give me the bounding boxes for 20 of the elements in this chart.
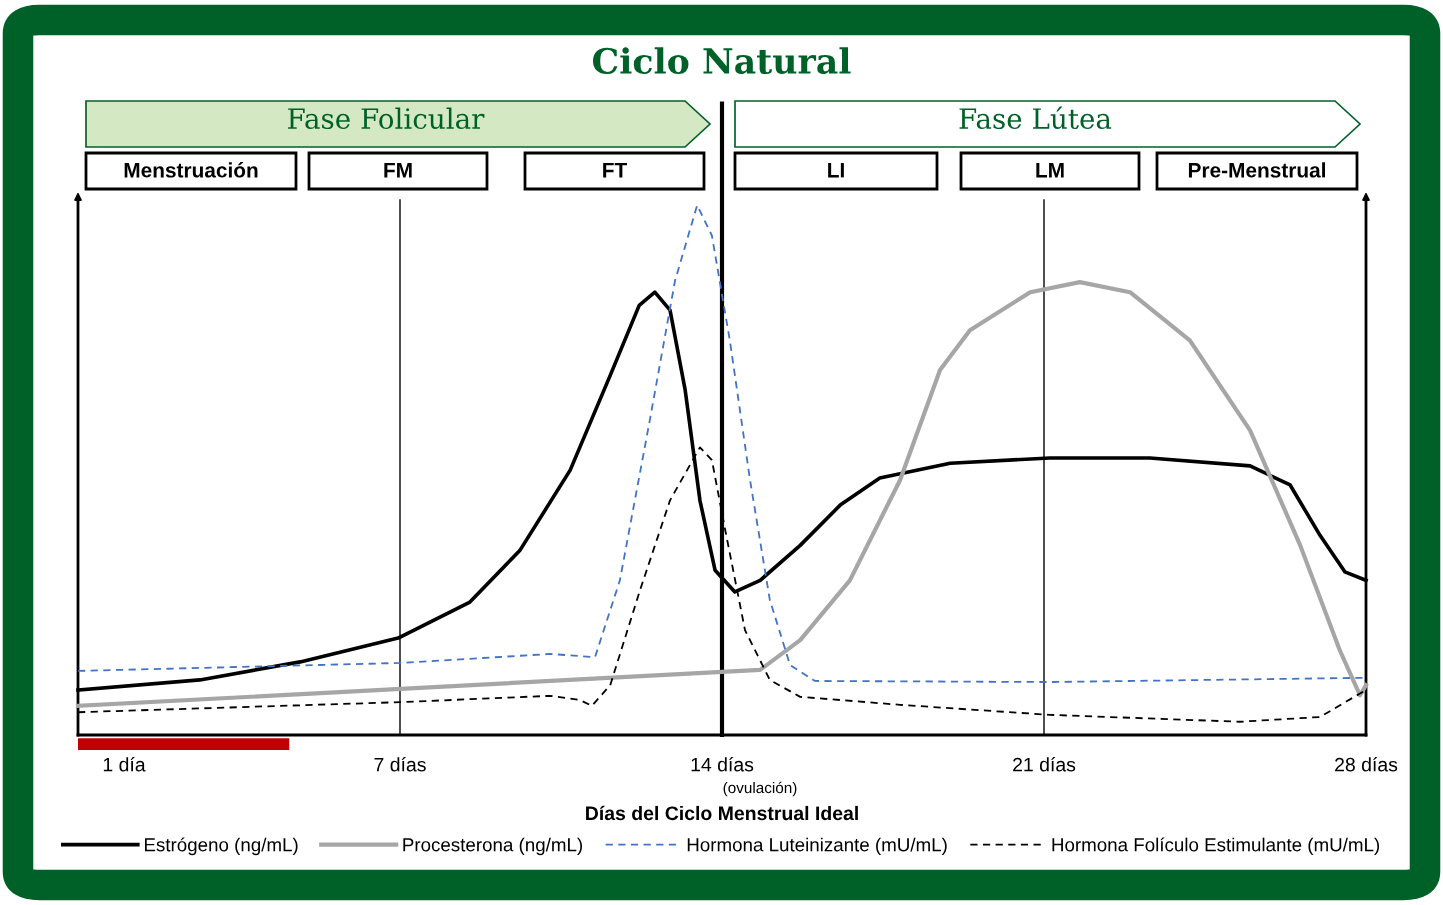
x-tick-label: 14 días [691,756,754,772]
legend-label: Procesterona (ng/mL) [403,837,582,856]
text: LI [828,163,844,178]
text: Fase Folicular [288,107,485,130]
text: LM [1036,163,1064,178]
text: FT [603,163,627,178]
text: Fase Lútea [959,106,1112,130]
x-tick-label: 1 día [103,756,146,772]
x-axis-title: Días del Ciclo Menstrual Ideal [586,805,858,821]
chart-title: Ciclo Natural [593,47,851,75]
text: (ovulación) [723,781,797,797]
x-tick-label: 21 días [1013,756,1076,772]
x-tick-label: 7 días [374,756,426,772]
x-tick-label: 28 días [1335,756,1398,772]
legend-label: Hormona Folículo Estimulante (mU/mL) [1052,837,1380,856]
text: FM [384,163,412,178]
text: Pre-Menstrual [1188,162,1325,178]
text: Menstruación [124,162,258,178]
legend-label: Estrógeno (ng/mL) [144,837,298,856]
legend-label: Hormona Luteinizante (mU/mL) [687,837,947,856]
